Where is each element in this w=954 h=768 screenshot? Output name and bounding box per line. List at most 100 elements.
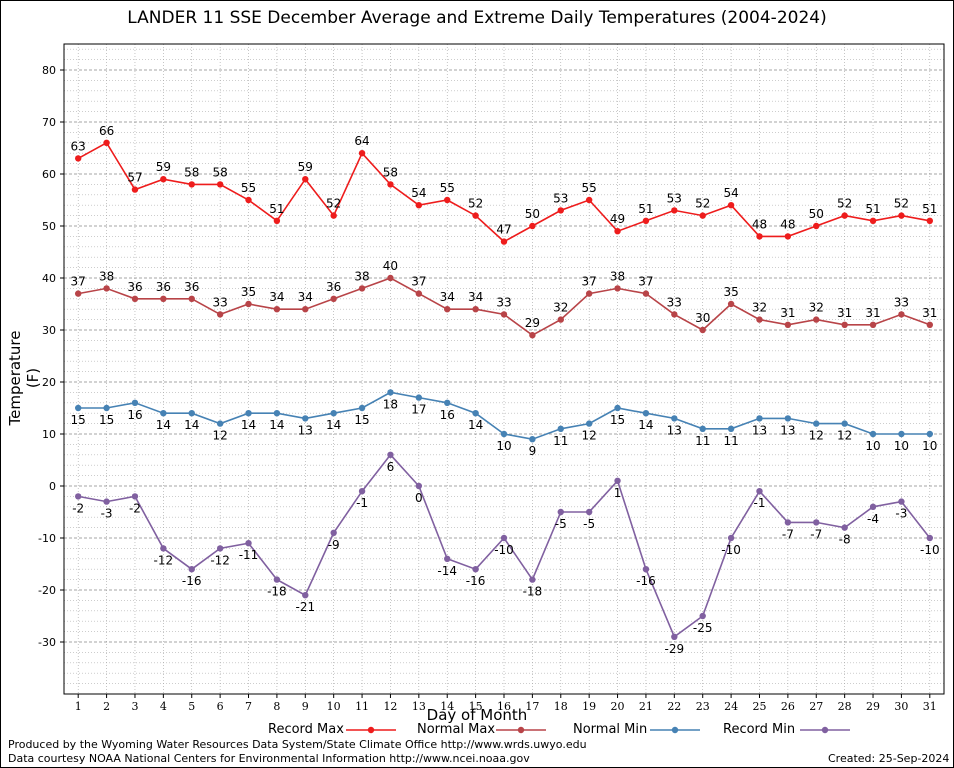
data-point: [74, 155, 82, 162]
data-point: [813, 222, 820, 230]
data-label: 31: [837, 306, 852, 320]
data-label: -10: [494, 543, 514, 557]
y-tick-label: 70: [42, 116, 56, 129]
legend-marker: [517, 726, 525, 734]
data-label: 57: [127, 171, 142, 185]
data-point: [841, 212, 848, 219]
data-label: 1: [614, 486, 622, 500]
data-point: [926, 321, 934, 328]
y-tick-label: 30: [42, 324, 56, 337]
data-point: [841, 524, 848, 531]
data-point: [160, 410, 167, 417]
data-label: 58: [383, 165, 398, 179]
data-point: [131, 295, 139, 302]
x-tick-label: 9: [302, 700, 309, 713]
data-label: 40: [383, 259, 398, 273]
data-point: [131, 186, 139, 193]
data-label: -3: [101, 507, 113, 521]
data-point: [699, 425, 706, 432]
data-label: -18: [267, 585, 287, 599]
data-point: [188, 181, 195, 188]
data-point: [699, 212, 706, 219]
data-label: 12: [837, 429, 852, 443]
x-tick-label: 22: [667, 700, 681, 713]
data-label: 34: [298, 290, 313, 304]
data-point: [841, 321, 848, 328]
data-label: -11: [239, 548, 259, 562]
x-tick-label: 29: [866, 700, 880, 713]
data-label: 51: [638, 202, 653, 216]
data-label: 14: [269, 418, 284, 432]
data-point: [216, 420, 224, 427]
data-label: -10: [721, 543, 741, 557]
data-label: 35: [723, 285, 738, 299]
data-point: [472, 306, 479, 313]
data-point: [358, 488, 366, 495]
data-point: [585, 196, 593, 204]
y-tick-label: 80: [42, 64, 56, 77]
data-point: [500, 311, 508, 318]
data-point: [131, 493, 139, 500]
data-label: 55: [440, 181, 455, 195]
data-label: -8: [839, 533, 851, 547]
data-point: [74, 493, 82, 500]
data-label: 33: [667, 295, 682, 309]
data-label: -1: [356, 496, 368, 510]
x-tick-label: 20: [611, 700, 625, 713]
x-tick-label: 28: [838, 700, 852, 713]
data-point: [671, 633, 678, 640]
data-label: 37: [638, 275, 653, 289]
data-label: 9: [529, 444, 537, 458]
data-point: [557, 425, 564, 432]
data-label: 63: [71, 139, 86, 153]
data-label: 12: [212, 429, 227, 443]
data-point: [472, 410, 479, 417]
data-label: 48: [752, 217, 767, 231]
x-tick-label: 12: [383, 700, 397, 713]
data-point: [529, 222, 536, 230]
x-tick-label: 14: [440, 700, 454, 713]
legend-marker: [671, 726, 679, 734]
data-point: [330, 212, 337, 219]
data-label: 37: [582, 275, 597, 289]
data-label: 13: [752, 423, 767, 437]
data-point: [74, 404, 82, 412]
data-label: 59: [156, 160, 171, 174]
data-point: [103, 404, 110, 412]
data-point: [756, 488, 763, 495]
data-label: 36: [326, 280, 341, 294]
data-point: [330, 410, 337, 417]
x-tick-label: 10: [327, 700, 341, 713]
data-label: 51: [269, 202, 284, 216]
data-label: -12: [210, 553, 230, 567]
data-point: [415, 290, 423, 297]
data-label: 34: [269, 290, 284, 304]
data-point: [103, 139, 110, 146]
data-label: 49: [610, 212, 625, 226]
data-point: [273, 306, 281, 313]
legend-label-record-min: Record Min: [723, 722, 796, 737]
data-label: -3: [895, 507, 907, 521]
data-point: [585, 508, 593, 516]
data-point: [869, 503, 877, 510]
data-label: 38: [610, 269, 625, 283]
data-point: [898, 212, 905, 219]
x-tick-label: 18: [554, 700, 568, 713]
data-point: [188, 295, 195, 302]
data-label: 36: [156, 280, 171, 294]
data-label: -2: [72, 501, 84, 515]
data-point: [444, 399, 451, 406]
data-label: 12: [809, 429, 824, 443]
data-label: -7: [810, 527, 822, 541]
data-label: 32: [553, 301, 568, 315]
data-point: [671, 311, 678, 318]
data-label: 52: [894, 197, 909, 211]
data-point: [614, 228, 621, 235]
x-tick-label: 24: [724, 700, 738, 713]
data-label: 18: [383, 397, 398, 411]
data-label: -16: [466, 574, 486, 588]
x-tick-label: 21: [639, 700, 653, 713]
data-point: [784, 519, 792, 526]
data-point: [869, 217, 877, 224]
